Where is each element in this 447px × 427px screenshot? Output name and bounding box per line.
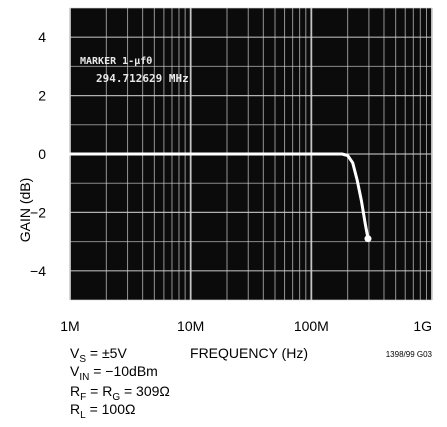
condition-rl: RL = 100Ω [70, 401, 135, 421]
marker-point [364, 235, 372, 243]
gain-trace [68, 152, 372, 243]
scope-annotations: MARKER 1-μfθ 294.712629 MHz [80, 56, 189, 85]
y-tick-label: 0 [38, 146, 46, 162]
condition-vs: VS = ±5V [70, 345, 127, 365]
y-tick-label: −2 [30, 204, 46, 220]
y-tick-label: −4 [30, 263, 46, 279]
x-axis-label: FREQUENCY (Hz) [190, 345, 308, 361]
marker-label: MARKER 1-μfθ [80, 56, 152, 67]
x-tick-label: 1M [60, 318, 79, 334]
y-tick-labels: 4 2 0 −2 −4 [30, 29, 46, 279]
x-tick-labels: 1M 10M 100M 1G [60, 318, 432, 334]
y-axis-label: GAIN (dB) [17, 178, 33, 243]
condition-rf-rg: RF = RG = 309Ω [70, 383, 170, 403]
x-tick-label: 1G [413, 318, 432, 334]
x-tick-label: 10M [177, 318, 204, 334]
y-tick-label: 2 [38, 88, 46, 104]
series-line [68, 152, 370, 241]
y-tick-label: 4 [38, 29, 46, 45]
figure-id: 1398/99 G03 [386, 350, 433, 359]
x-tick-label: 100M [294, 318, 329, 334]
condition-vin: VIN = −10dBm [70, 363, 158, 383]
marker-frequency: 294.712629 MHz [96, 72, 189, 85]
